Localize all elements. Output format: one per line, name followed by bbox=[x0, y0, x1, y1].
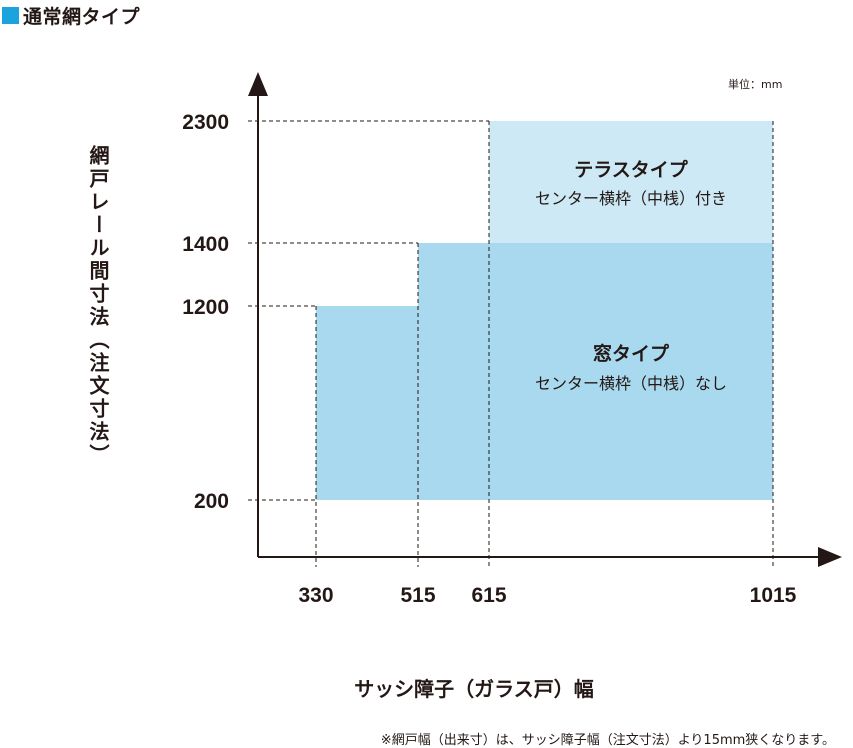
unit-label: 単位：mm bbox=[728, 78, 783, 91]
x-axis-label: サッシ障子（ガラス戸）幅 bbox=[354, 677, 594, 701]
region-desc-terrace: センター横枠（中桟）付き bbox=[535, 189, 727, 208]
section-title: 通常網タイプ bbox=[23, 5, 141, 28]
region-title-window: 窓タイプ bbox=[593, 342, 670, 365]
y-axis-arrow bbox=[248, 72, 268, 96]
section-header: 通常網タイプ bbox=[0, 0, 140, 30]
region-area-2 bbox=[489, 121, 773, 243]
region-title-terrace: テラスタイプ bbox=[574, 158, 689, 181]
x-tick-label-615: 615 bbox=[471, 584, 506, 607]
y-tick-label-1400: 1400 bbox=[182, 233, 229, 256]
region-area-1 bbox=[316, 243, 773, 500]
y-tick-label-1200: 1200 bbox=[182, 296, 229, 319]
x-tick-label-330: 330 bbox=[298, 584, 333, 607]
y-axis-label: 網戸レール間寸法（注文寸法） bbox=[86, 145, 110, 467]
x-axis-arrow bbox=[818, 547, 842, 567]
region-desc-window: センター横枠（中桟）なし bbox=[535, 374, 727, 393]
x-tick-label-1015: 1015 bbox=[750, 584, 797, 607]
y-tick-label-200: 200 bbox=[194, 490, 229, 513]
y-tick-label-2300: 2300 bbox=[182, 111, 229, 134]
x-tick-label-515: 515 bbox=[400, 584, 435, 607]
footnote: ※網戸幅（出来寸）は、サッシ障子幅（注文寸法）より15mm狭くなります。 bbox=[380, 733, 835, 748]
header-square-icon bbox=[2, 6, 19, 24]
